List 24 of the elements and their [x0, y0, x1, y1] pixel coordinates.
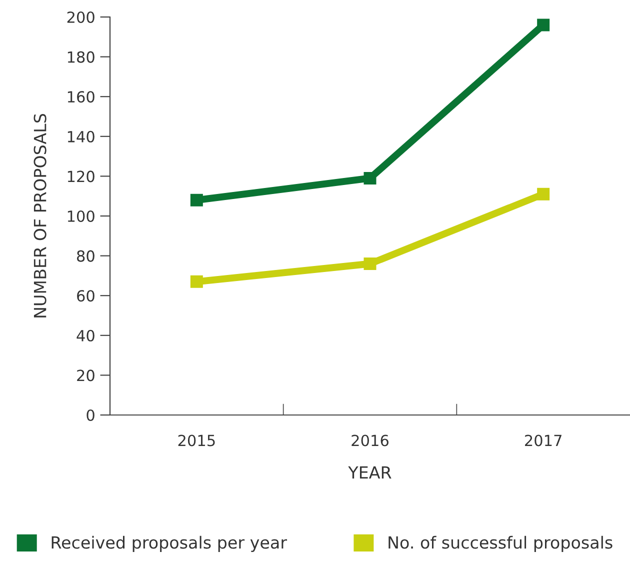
x-tick-label: 2016	[352, 434, 388, 446]
y-tick-label: 80	[77, 250, 94, 262]
x-tick-label: 2015	[178, 434, 215, 446]
y-tick-label: 120	[68, 170, 94, 182]
legend-label: No. of successful proposals	[388, 536, 612, 552]
point	[537, 18, 550, 32]
y-tick-label: 0	[86, 409, 94, 422]
y-axis-title: NUMBER OF PROPOSALS	[34, 114, 46, 318]
point	[190, 275, 203, 288]
point	[364, 172, 376, 184]
legend-label: Received proposals per year	[52, 536, 288, 552]
y-tick-label: 20	[77, 370, 94, 382]
point	[364, 258, 376, 270]
y-tick-label: 160	[68, 91, 94, 103]
point	[537, 188, 550, 200]
y-tick-label: 200	[67, 11, 94, 24]
y-tick-label: 180	[68, 51, 94, 63]
x-tick-label: 2017	[525, 434, 562, 446]
y-tick-label: 100	[68, 210, 94, 222]
y-tick-label: 60	[77, 290, 94, 302]
x-axis-title: YEAR	[348, 466, 392, 479]
y-tick-label: 40	[76, 330, 94, 342]
y-tick-label: 140	[68, 130, 94, 142]
point	[190, 194, 203, 206]
